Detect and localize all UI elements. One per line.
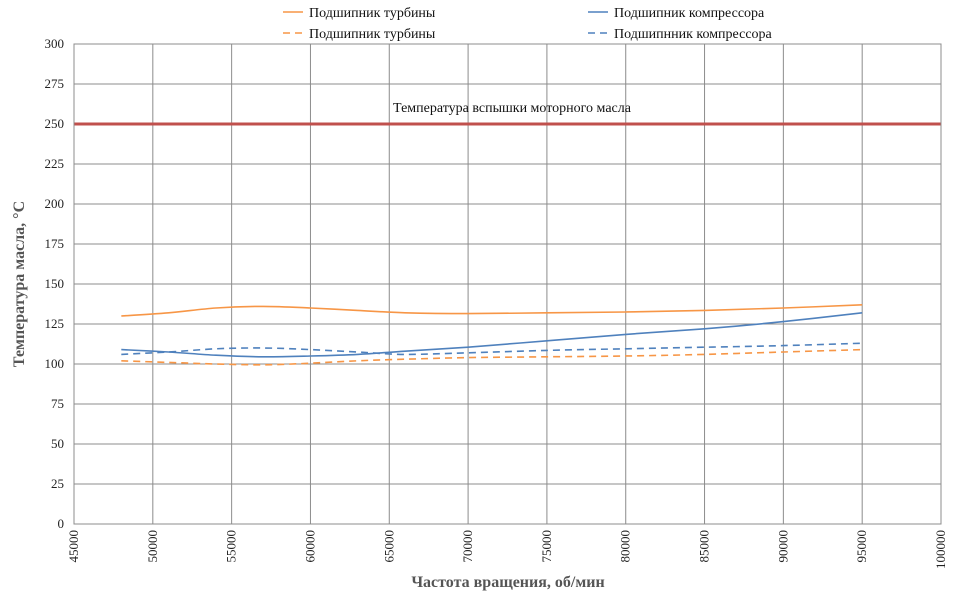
series-line-3-dashed (121, 348, 863, 366)
legend-label-2: Подшипник компрессора (614, 6, 765, 21)
legend-label-4: Подшипнник компрессора (614, 27, 773, 42)
y-tick-label: 100 (45, 356, 65, 371)
y-tick-label: 175 (45, 236, 65, 251)
series-line-1-solid (121, 304, 863, 317)
y-tick-label: 50 (51, 436, 64, 451)
legend: Подшипник турбины Подшипник компрессора По… (283, 6, 773, 42)
x-tick-label: 50000 (145, 530, 160, 563)
x-tick-label: 55000 (224, 530, 239, 563)
x-tick-label: 90000 (775, 530, 790, 563)
x-tick-label: 85000 (697, 530, 712, 563)
x-tick-label: 45000 (66, 530, 81, 563)
series-line-4-dashed (121, 342, 863, 356)
y-tick-label: 75 (51, 396, 64, 411)
y-tick-label: 125 (45, 316, 65, 331)
y-tick-label: 250 (45, 116, 65, 131)
tick-labels: 0 25 50 75 100 125 150 175 200 225 250 275 300 45000 5… (45, 36, 949, 569)
y-tick-label: 300 (45, 36, 65, 51)
y-tick-label: 200 (45, 196, 65, 211)
x-tick-label: 100000 (933, 530, 948, 569)
y-tick-label: 150 (45, 276, 65, 291)
y-axis-title: Температура масла, °С (11, 201, 28, 367)
reference-line-group: Температура вспышки моторного масла (74, 101, 941, 126)
y-tick-label: 275 (45, 76, 65, 91)
x-tick-label: 75000 (539, 530, 554, 563)
x-tick-label: 65000 (381, 530, 396, 563)
legend-label-3: Подшипник турбины (309, 27, 436, 42)
x-axis-title: Частота вращения, об/мин (411, 574, 604, 591)
plot-border (73, 43, 942, 525)
y-tick-label: 225 (45, 156, 65, 171)
x-tick-label: 60000 (302, 530, 317, 563)
y-tick-label: 25 (51, 476, 64, 491)
flash-point-label: Температура вспышки моторного масла (393, 101, 632, 116)
axes (73, 43, 942, 525)
x-tick-label: 95000 (854, 530, 869, 563)
series-group (121, 304, 863, 366)
series-line-2-solid (121, 312, 863, 358)
x-tick-label: 80000 (618, 530, 633, 563)
x-tick-label: 70000 (460, 530, 475, 563)
legend-label-1: Подшипник турбины (309, 6, 436, 21)
grid (73, 43, 942, 525)
y-tick-label: 0 (58, 516, 65, 531)
